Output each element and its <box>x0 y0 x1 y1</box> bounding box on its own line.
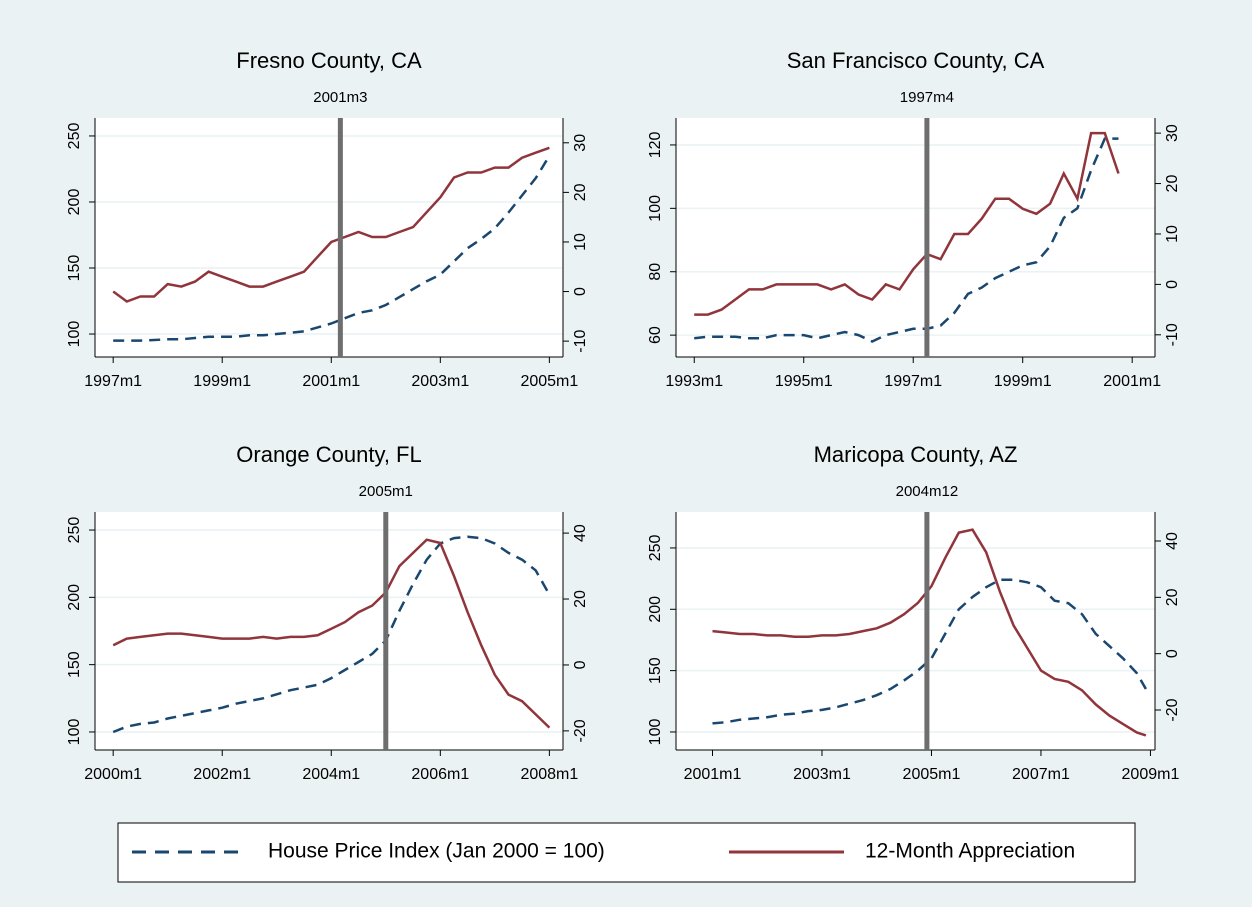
y2-tick-label: -10 <box>1164 323 1181 346</box>
y2-tick-label: 30 <box>1164 124 1181 142</box>
y-tick-label: 100 <box>647 719 664 746</box>
x-tick-label: 1993m1 <box>665 373 723 390</box>
series-line <box>112 535 551 734</box>
y-tick-label: 150 <box>66 651 83 678</box>
y2-tick-label: 20 <box>1164 588 1181 606</box>
x-tick-label: 2007m1 <box>1012 766 1070 783</box>
x-tick-label: 2004m1 <box>302 766 360 783</box>
y2-tick-label: 40 <box>572 524 589 542</box>
chart-title: San Francisco County, CA <box>787 48 1045 73</box>
event-label: 2001m3 <box>313 89 367 106</box>
y2-tick-label: 0 <box>1164 280 1181 289</box>
y2-tick-label: 20 <box>572 183 589 201</box>
legend <box>117 822 1136 883</box>
event-label: 2005m1 <box>359 483 413 500</box>
y-tick-label: 200 <box>647 596 664 623</box>
series-line <box>712 578 1147 725</box>
series-line <box>112 538 551 729</box>
legend-label: House Price Index (Jan 2000 = 100) <box>268 840 605 863</box>
y-tick-label: 250 <box>66 123 83 150</box>
y2-tick-label: 0 <box>1164 649 1181 658</box>
y2-tick-label: -10 <box>572 329 589 352</box>
x-tick-label: 2002m1 <box>193 766 251 783</box>
y-tick-label: 200 <box>66 189 83 216</box>
series-line <box>712 528 1147 737</box>
x-tick-label: 1995m1 <box>775 373 833 390</box>
x-tick-label: 2005m1 <box>903 766 961 783</box>
x-tick-label: 1999m1 <box>193 373 251 390</box>
y2-tick-label: 10 <box>1164 225 1181 243</box>
x-tick-label: 2006m1 <box>411 766 469 783</box>
plot-area <box>676 512 1155 750</box>
y2-tick-label: 0 <box>572 660 589 669</box>
y2-tick-label: -20 <box>1164 698 1181 721</box>
y-tick-label: 100 <box>647 195 664 222</box>
x-tick-label: 2005m1 <box>520 373 578 390</box>
y-tick-label: 200 <box>66 584 83 611</box>
x-tick-label: 1999m1 <box>994 373 1052 390</box>
y-tick-label: 150 <box>647 657 664 684</box>
y-tick-label: 100 <box>66 719 83 746</box>
x-tick-label: 2000m1 <box>84 766 142 783</box>
x-tick-label: 2008m1 <box>520 766 578 783</box>
y-tick-label: 250 <box>647 535 664 562</box>
x-tick-label: 2001m1 <box>684 766 742 783</box>
x-tick-label: 1997m1 <box>84 373 142 390</box>
x-tick-label: 2001m1 <box>302 373 360 390</box>
y2-tick-label: 20 <box>1164 175 1181 193</box>
y2-tick-label: 0 <box>572 287 589 296</box>
plot-area <box>95 118 563 357</box>
series-line <box>113 155 551 342</box>
chart-title: Orange County, FL <box>236 442 421 467</box>
y2-tick-label: 40 <box>1164 532 1181 550</box>
y-tick-label: 120 <box>647 131 664 158</box>
event-label: 2004m12 <box>896 483 959 500</box>
chart-title: Maricopa County, AZ <box>814 442 1018 467</box>
y-tick-label: 100 <box>66 321 83 348</box>
x-tick-label: 2009m1 <box>1122 766 1180 783</box>
y-tick-label: 150 <box>66 255 83 282</box>
series-line <box>694 137 1119 343</box>
y-tick-label: 80 <box>647 263 664 281</box>
legend-label: 12-Month Appreciation <box>865 840 1075 863</box>
series-line <box>112 146 550 303</box>
y2-tick-label: 30 <box>572 134 589 152</box>
x-tick-label: 2003m1 <box>793 766 851 783</box>
chart-title: Fresno County, CA <box>236 48 422 73</box>
event-label: 1997m4 <box>900 89 954 106</box>
y2-tick-label: 10 <box>572 233 589 251</box>
y2-tick-label: -20 <box>572 719 589 742</box>
x-tick-label: 1997m1 <box>884 373 942 390</box>
x-tick-label: 2003m1 <box>411 373 469 390</box>
y-tick-label: 250 <box>66 517 83 544</box>
series-line <box>694 131 1120 316</box>
plot-area <box>676 118 1155 357</box>
y2-tick-label: 20 <box>572 590 589 608</box>
x-tick-label: 2001m1 <box>1103 373 1161 390</box>
y-tick-label: 60 <box>647 326 664 344</box>
